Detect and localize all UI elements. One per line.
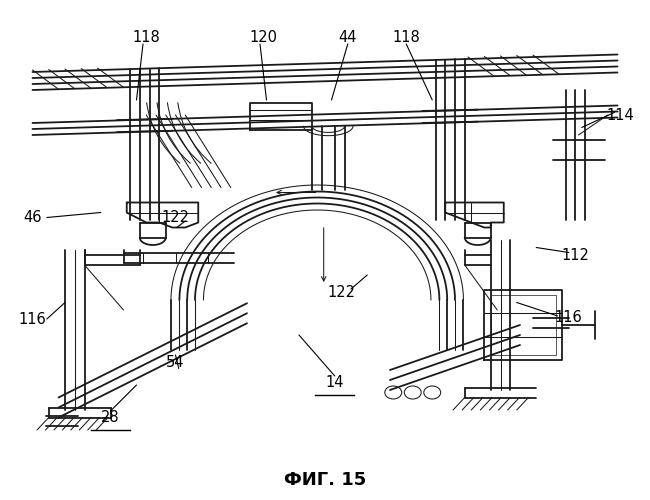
Text: 116: 116	[555, 310, 582, 325]
Text: 54: 54	[166, 355, 185, 370]
Text: 120: 120	[249, 30, 278, 45]
Text: 116: 116	[19, 312, 46, 328]
Text: 112: 112	[562, 248, 589, 262]
Text: 118: 118	[133, 30, 160, 45]
Text: 118: 118	[393, 30, 420, 45]
Text: 44: 44	[339, 30, 357, 45]
Text: 122: 122	[327, 285, 356, 300]
Text: 14: 14	[326, 375, 344, 390]
Text: 46: 46	[23, 210, 42, 225]
Text: 122: 122	[161, 210, 190, 225]
Text: 114: 114	[607, 108, 634, 122]
Text: 28: 28	[101, 410, 120, 425]
Text: ФИГ. 15: ФИГ. 15	[284, 471, 366, 489]
